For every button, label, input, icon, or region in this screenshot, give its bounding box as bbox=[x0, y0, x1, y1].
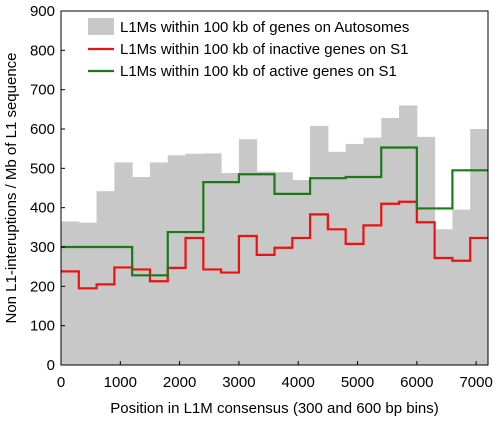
autosome-bar bbox=[203, 153, 222, 365]
x-tick-label: 2000 bbox=[163, 374, 196, 391]
y-axis-title: Non L1-interuptions / Mb of L1 sequence bbox=[3, 52, 20, 323]
autosome-bar bbox=[452, 209, 471, 365]
y-tick-label: 600 bbox=[30, 121, 55, 138]
autosome-bar bbox=[399, 105, 418, 366]
legend-swatch bbox=[88, 18, 114, 35]
y-tick-label: 100 bbox=[30, 318, 55, 335]
plot-frame bbox=[60, 10, 489, 366]
autosome-bar bbox=[345, 143, 364, 365]
y-tick-label: 800 bbox=[30, 42, 55, 59]
step-lines bbox=[61, 146, 488, 290]
autosome-bars bbox=[61, 105, 489, 366]
autosome-bar bbox=[78, 222, 98, 365]
y-tick-label: 200 bbox=[30, 278, 55, 295]
x-tick-label: 0 bbox=[57, 374, 65, 391]
legend-label: L1Ms within 100 kb of inactive genes on … bbox=[120, 41, 409, 58]
x-tick-label: 1000 bbox=[104, 374, 137, 391]
autosome-bar bbox=[221, 173, 240, 365]
y-tick-label: 0 bbox=[47, 357, 55, 374]
autosome-bar bbox=[256, 171, 275, 365]
autosome-bar bbox=[381, 117, 400, 365]
autosome-bar bbox=[96, 191, 115, 365]
y-tick-label: 900 bbox=[30, 3, 55, 20]
x-tick-label: 4000 bbox=[282, 374, 315, 391]
x-tick-label: 3000 bbox=[222, 374, 255, 391]
autosome-bar bbox=[185, 153, 204, 365]
autosome-bar bbox=[434, 229, 453, 365]
autosome-bar bbox=[416, 136, 436, 365]
autosome-bar bbox=[363, 137, 382, 365]
autosome-bar bbox=[327, 151, 347, 365]
y-tick-label: 700 bbox=[30, 82, 55, 99]
axis-ticks: 0 1000 2000 3000 4000 5000 6000 7000 0 100 200 300 4… bbox=[30, 3, 493, 391]
x-axis-title: Position in L1M consensus (300 and 600 b… bbox=[110, 400, 439, 417]
autosome-bar bbox=[238, 139, 258, 365]
autosome-bar bbox=[274, 172, 293, 365]
autosome-bar bbox=[114, 162, 133, 365]
autosome-bar bbox=[149, 162, 169, 365]
autosome-bar bbox=[310, 125, 329, 365]
active-genes-line bbox=[61, 146, 488, 277]
y-tick-label: 400 bbox=[30, 200, 55, 217]
y-tick-label: 300 bbox=[30, 239, 55, 256]
x-tick-label: 6000 bbox=[400, 374, 433, 391]
autosome-bar bbox=[132, 176, 151, 365]
legend-label: L1Ms within 100 kb of active genes on S1 bbox=[120, 63, 397, 80]
autosome-bar bbox=[167, 155, 187, 365]
legend: L1Ms within 100 kb of genes on Autosomes… bbox=[88, 18, 409, 80]
x-tick-label: 5000 bbox=[341, 374, 374, 391]
y-tick-label: 500 bbox=[30, 160, 55, 177]
autosome-bar bbox=[61, 221, 80, 365]
x-tick-label: 7000 bbox=[459, 374, 492, 391]
autosome-bar bbox=[292, 180, 311, 365]
legend-label: L1Ms within 100 kb of genes on Autosomes bbox=[120, 19, 409, 36]
autosome-bar bbox=[470, 129, 489, 365]
